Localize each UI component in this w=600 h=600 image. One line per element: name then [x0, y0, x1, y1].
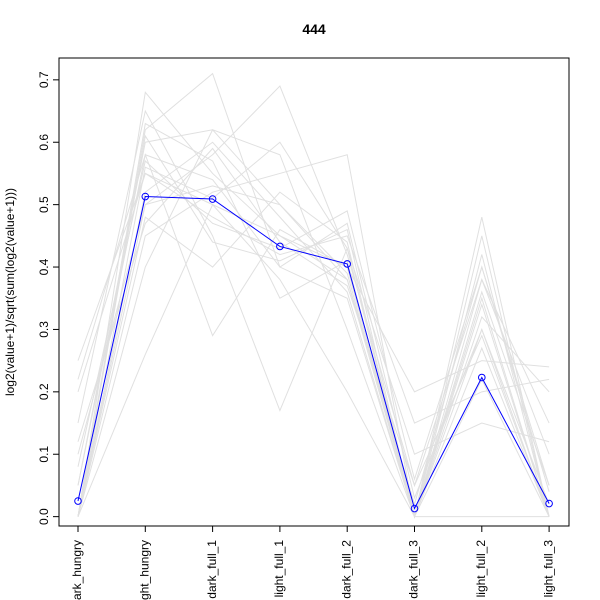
background-line-8: [77, 109, 550, 455]
y-axis-label: log2(value+1)/sqrt(sum(log2(value+1))): [3, 188, 17, 396]
x-tick-label-light_full_1: light_full_1: [272, 540, 286, 598]
background-line-6: [77, 153, 550, 393]
background-line-19: [77, 141, 550, 517]
background-line-12: [77, 172, 550, 519]
background-line-1: [77, 129, 550, 506]
x-tick-label-dark_full_2: dark_full_2: [339, 540, 353, 599]
y-tick-label-2: 0.2: [37, 383, 51, 400]
background-line-18: [77, 147, 550, 517]
x-tick-label-light_hungry: light_hungry: [137, 540, 151, 600]
highlight-point-light_full_3: [545, 499, 553, 508]
background-line-15: [77, 159, 550, 492]
x-axis: dark_hungry light_hungry dark_full_1 light_…: [70, 526, 555, 600]
y-tick-label-0: 0.0: [37, 508, 51, 525]
background-line-9: [77, 141, 550, 519]
background-line-16: [77, 185, 550, 519]
highlight-point-dark_hungry: [74, 497, 82, 505]
plot-frame: [58, 57, 570, 527]
y-axis: 0.0 0.1 0.2 0.3 0.4 0.5 0.6 0.7: [37, 71, 59, 525]
y-tick-label-3: 0.3: [37, 321, 51, 338]
y-tick-label-1: 0.1: [37, 446, 51, 463]
x-tick-label-dark_full_3: dark_full_3: [407, 540, 421, 599]
x-tick-label-light_full_3: light_full_3: [541, 540, 555, 598]
highlight-line: [77, 196, 550, 510]
highlight-series-group: [74, 192, 553, 513]
highlight-point-dark_full_3: [410, 504, 419, 513]
background-line-4: [77, 85, 550, 488]
highlight-point-light_full_1: [276, 242, 284, 251]
y-tick-label-6: 0.6: [37, 134, 51, 151]
y-tick-label-4: 0.4: [37, 258, 51, 275]
background-line-13: [77, 122, 550, 519]
chart-title: 444: [302, 21, 326, 37]
highlight-point-light_full_2: [478, 373, 486, 382]
x-tick-label-dark_hungry: dark_hungry: [70, 540, 84, 600]
y-tick-label-7: 0.7: [37, 71, 51, 88]
x-tick-label-light_full_2: light_full_2: [474, 540, 488, 598]
background-line-14: [77, 129, 550, 518]
highlight-point-dark_full_2: [343, 260, 352, 268]
background-series-group: [77, 72, 550, 519]
background-line-11: [77, 191, 550, 519]
background-line-7: [77, 203, 550, 518]
y-tick-label-5: 0.5: [37, 196, 51, 213]
background-line-3: [77, 72, 550, 519]
background-line-17: [77, 134, 550, 519]
highlight-point-light_hungry: [141, 192, 150, 201]
background-line-5: [77, 154, 550, 517]
highlight-point-dark_full_1: [208, 195, 217, 203]
x-tick-label-dark_full_1: dark_full_1: [205, 540, 219, 599]
